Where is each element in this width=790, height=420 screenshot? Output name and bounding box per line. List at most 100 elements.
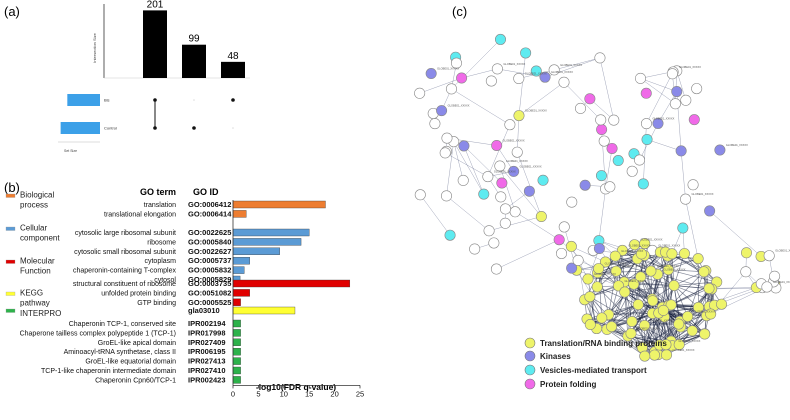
go-term-label: Chaperonin Cpn60/TCP-1 <box>95 377 176 384</box>
enrichment-x-axis-label: -log10(FDR q-value) <box>256 382 336 392</box>
network-node <box>657 304 669 316</box>
intersection-bar <box>182 44 206 78</box>
network-node <box>688 114 700 126</box>
enrichment-bar <box>232 279 351 288</box>
network-node <box>537 174 549 186</box>
go-term-label: translational elongation <box>104 211 176 218</box>
network-edge <box>516 152 542 217</box>
network-edge <box>499 165 542 217</box>
network-edge <box>597 270 651 273</box>
node-label: GLOBE01_XXXXX <box>726 143 748 147</box>
network-legend-label: Kinases <box>540 352 571 361</box>
network-edge <box>606 329 645 357</box>
network-node <box>673 318 685 330</box>
set-name-label: Control <box>104 126 117 131</box>
network-node <box>669 98 681 110</box>
node-label: GLOBE01_XXXXX <box>520 164 542 168</box>
network-node <box>504 119 516 131</box>
node-label: GLOBE01_XXXXX <box>525 72 547 76</box>
enrichment-bar <box>232 210 247 218</box>
legend-swatch <box>5 291 16 296</box>
network-node <box>634 154 646 166</box>
go-term-label: cytosolic small ribosomal subunit <box>74 249 176 256</box>
network-edge <box>640 276 669 306</box>
network-node <box>584 291 596 303</box>
network-node <box>558 76 570 88</box>
node-label: GLOBE01_XXXXX <box>622 264 644 268</box>
network-edge <box>605 148 613 189</box>
network-node <box>456 72 468 84</box>
network-node <box>491 139 503 151</box>
network-node <box>628 278 640 290</box>
go-id-label: IPR002423 <box>188 375 226 384</box>
network-edge <box>630 300 654 334</box>
go-id-label: GO:0006414 <box>188 209 232 218</box>
network-node <box>548 64 560 76</box>
network-edge <box>599 57 615 121</box>
network-node <box>716 298 728 310</box>
network-node <box>593 242 605 254</box>
network-node <box>769 270 781 282</box>
network-node <box>556 247 568 259</box>
legend-swatch <box>5 308 16 313</box>
node-label: GLOBE01_XXXXX <box>678 339 700 343</box>
network-node <box>414 87 426 99</box>
enrichment-bar <box>232 228 310 237</box>
network-legend-label: Translation/RNA binding proteins <box>540 339 667 348</box>
network-node <box>494 33 506 45</box>
network-node <box>513 73 525 85</box>
network-node <box>439 147 451 159</box>
network-edge <box>673 253 685 286</box>
network-edge <box>445 152 488 177</box>
network-node <box>508 165 520 177</box>
node-label: GLOBE01_XXXXX <box>679 65 701 69</box>
network-node <box>414 189 426 201</box>
network-node <box>596 312 608 324</box>
network-edge <box>709 210 762 257</box>
network-node <box>703 282 715 294</box>
network-node <box>634 72 646 84</box>
network-node <box>680 94 692 106</box>
network-node <box>594 52 606 64</box>
network-node <box>692 301 704 313</box>
set-size-axis-label: Set Size <box>64 149 77 153</box>
node-label: GLOBE01_XXXXX <box>448 104 470 108</box>
network-node <box>496 177 508 189</box>
node-label: GLOBE01_XXXXX <box>525 109 547 113</box>
network-node <box>675 145 687 157</box>
network-edge <box>633 283 674 286</box>
network-edge <box>571 246 606 263</box>
network-node <box>483 225 495 237</box>
network-node <box>445 83 457 95</box>
x-tick-label: 5 <box>256 389 260 398</box>
network-node <box>641 133 653 145</box>
go-term-label: GroEL-like equatorial domain <box>85 359 176 366</box>
go-term-label: structural constituent of ribosome <box>73 281 176 288</box>
network-edge <box>451 88 511 125</box>
network-edge <box>598 188 606 241</box>
go-term-label: GroEL-like apical domain <box>98 340 176 347</box>
network-node <box>485 75 497 87</box>
panel-label-a: (a) <box>4 4 20 19</box>
network-edge <box>644 325 667 356</box>
network-edge <box>611 291 626 327</box>
network-edge <box>671 304 707 317</box>
network-node <box>639 319 651 331</box>
network-node <box>604 181 616 193</box>
network-legend-swatch <box>524 350 536 362</box>
network-edge <box>420 194 451 236</box>
network-edge <box>670 253 673 305</box>
network-node <box>699 328 711 340</box>
enrichment-bar <box>232 200 326 209</box>
network-legend-swatch <box>524 364 536 376</box>
network-edge <box>657 91 677 124</box>
network-node <box>509 206 521 218</box>
network-node <box>640 118 652 130</box>
go-term-label: chaperonin-containing T-complex <box>73 268 176 275</box>
set-size-bar <box>60 122 100 134</box>
enrichment-bar <box>232 319 241 328</box>
network-edge <box>670 271 705 306</box>
enrichment-bar <box>232 338 241 346</box>
network-edge <box>671 288 710 306</box>
network-edge <box>646 139 682 152</box>
